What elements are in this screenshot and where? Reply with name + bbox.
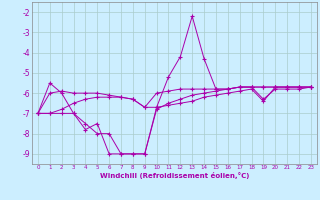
X-axis label: Windchill (Refroidissement éolien,°C): Windchill (Refroidissement éolien,°C) xyxy=(100,172,249,179)
